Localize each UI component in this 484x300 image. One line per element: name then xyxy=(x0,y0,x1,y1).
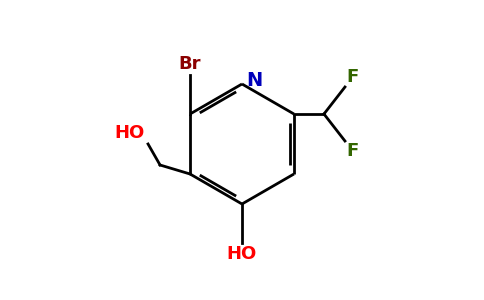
Text: N: N xyxy=(246,71,263,91)
Text: F: F xyxy=(347,68,359,85)
Text: HO: HO xyxy=(115,124,145,142)
Text: HO: HO xyxy=(227,245,257,263)
Text: F: F xyxy=(347,142,359,160)
Text: Br: Br xyxy=(179,55,201,73)
